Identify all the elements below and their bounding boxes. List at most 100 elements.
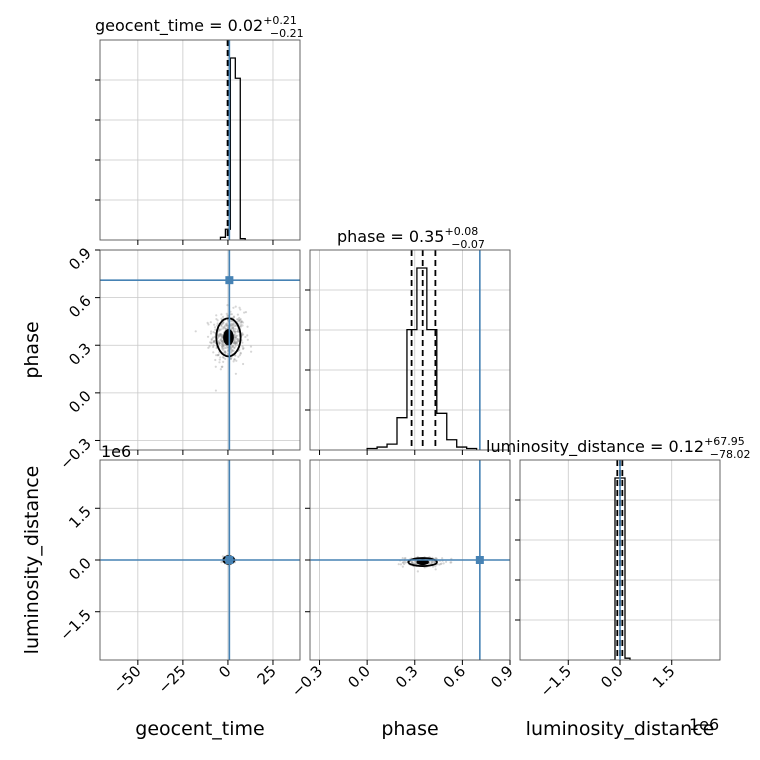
ylabel-phase: phase — [21, 321, 43, 378]
sample-point — [416, 570, 419, 573]
sample-point — [435, 557, 438, 560]
sample-point — [223, 324, 227, 327]
sample-point — [236, 343, 239, 347]
xlabel-luminosity-distance: luminosity_distance — [526, 718, 715, 740]
sample-point — [221, 555, 224, 558]
sample-point — [221, 345, 224, 348]
sample-point — [212, 340, 216, 343]
sample-point — [222, 344, 225, 347]
sample-point — [218, 342, 221, 346]
sample-point — [220, 317, 223, 320]
sample-point — [229, 357, 233, 360]
sample-point — [229, 322, 233, 325]
sample-point — [219, 368, 222, 371]
sample-point — [218, 334, 221, 337]
sample-point — [218, 361, 221, 364]
sample-point — [234, 330, 237, 333]
sample-point — [233, 330, 236, 334]
sample-point — [234, 305, 237, 308]
sample-point — [213, 323, 216, 326]
sample-point — [233, 334, 236, 337]
sample-point — [441, 557, 444, 560]
sample-point — [438, 563, 441, 566]
sample-point — [215, 354, 218, 357]
sample-point — [232, 341, 235, 344]
sample-point — [219, 356, 222, 359]
tick-label-x: 25 — [254, 662, 280, 688]
truth-marker — [475, 556, 484, 564]
sample-point — [237, 355, 240, 358]
sample-point — [225, 322, 228, 325]
sample-point — [219, 335, 222, 338]
sample-point — [219, 333, 222, 336]
sample-point — [233, 342, 237, 345]
sample-point — [241, 333, 245, 336]
sample-point — [222, 345, 225, 348]
sample-point — [234, 336, 237, 339]
truth-marker — [225, 276, 234, 285]
sample-point — [224, 327, 227, 330]
sample-point — [209, 321, 212, 324]
sample-point — [207, 346, 210, 349]
sample-point — [223, 350, 226, 353]
sample-point — [236, 341, 239, 344]
sample-point — [246, 334, 249, 337]
sample-point — [434, 565, 437, 568]
sample-point — [240, 321, 243, 324]
sample-point — [235, 341, 238, 345]
sample-point — [220, 325, 223, 328]
sample-point — [230, 356, 233, 359]
sample-point — [238, 319, 241, 323]
sample-point — [220, 339, 223, 342]
sample-point — [212, 331, 215, 334]
sample-point — [221, 322, 225, 325]
sample-point — [226, 314, 229, 317]
sample-point — [239, 308, 242, 311]
sample-point — [234, 372, 238, 375]
sample-point — [229, 320, 233, 323]
sample-point — [214, 328, 217, 331]
sample-point — [221, 365, 224, 368]
xlabel-geocent-time: geocent_time — [135, 718, 264, 740]
sample-point — [449, 561, 452, 564]
sample-point — [240, 323, 243, 326]
sample-point — [222, 349, 225, 352]
sample-point — [233, 336, 236, 339]
tick-label-x: −0.3 — [288, 662, 326, 700]
sample-point — [224, 357, 227, 360]
tick-label-y: 0.0 — [65, 387, 95, 417]
sample-point — [241, 324, 244, 327]
sample-point — [219, 333, 222, 336]
sample-point — [226, 304, 229, 307]
panel-frame — [309, 249, 511, 451]
sample-point — [220, 341, 223, 344]
tick-label-x: −50 — [110, 662, 145, 697]
sample-point — [233, 358, 236, 361]
tick-label-y: −0.3 — [56, 435, 94, 473]
sample-point — [221, 340, 224, 343]
sample-point — [231, 345, 234, 348]
sample-point — [212, 345, 215, 349]
sample-point — [220, 333, 223, 336]
sample-point — [241, 321, 245, 324]
sample-point — [212, 351, 215, 354]
sample-point — [236, 338, 239, 341]
sample-point — [231, 326, 234, 329]
tick-label-x: −25 — [155, 662, 190, 697]
sample-point — [229, 325, 233, 328]
sample-point — [233, 336, 236, 339]
sample-point — [207, 323, 210, 326]
sample-point — [401, 556, 404, 560]
title-phase: phase = 0.35+0.08 −0.07 — [337, 225, 485, 251]
sample-point — [215, 314, 218, 317]
sample-point — [221, 335, 224, 338]
sample-point — [236, 313, 240, 316]
contour-core — [223, 329, 234, 346]
sample-point — [226, 352, 230, 356]
sample-point — [234, 336, 237, 339]
sample-point — [231, 326, 234, 329]
tick-label-y: 0.6 — [65, 292, 95, 322]
sample-point — [231, 344, 234, 347]
sample-point — [231, 349, 234, 352]
sample-point — [194, 330, 197, 333]
